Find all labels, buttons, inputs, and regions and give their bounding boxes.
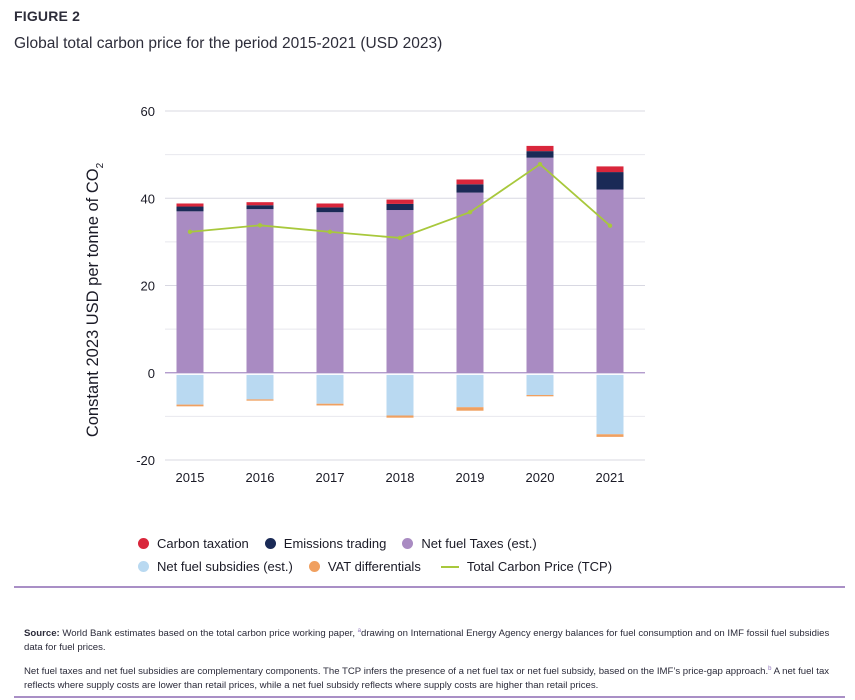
legend-label: Carbon taxation [157, 536, 249, 551]
x-tick-label-2020: 2020 [526, 470, 555, 485]
y-tick-label: 60 [141, 104, 155, 119]
bar-net-fuel-subsidies-est-2020 [526, 374, 554, 395]
tcp-point-2017 [327, 229, 333, 235]
bar-net-fuel-taxes-est-2015 [176, 211, 204, 373]
legend-label: Net fuel Taxes (est.) [421, 536, 537, 551]
tcp-point-2015 [187, 229, 193, 235]
method-note: Net fuel taxes and net fuel subsidies ar… [24, 662, 832, 693]
source-text-1: World Bank estimates based on the total … [59, 628, 358, 640]
source-note: Source: World Bank estimates based on th… [24, 624, 832, 655]
legend-item-emissions-trading: Emissions trading [264, 536, 387, 551]
x-tick-label-2021: 2021 [596, 470, 625, 485]
bar-emissions-trading-2016 [246, 205, 274, 210]
divider-bottom [14, 696, 845, 698]
legend-dot-swatch [264, 538, 276, 549]
x-axis-ticks: 2015 2016 2017 2018 2019 2020 2021 [176, 470, 625, 485]
x-tick-label-2015: 2015 [176, 470, 205, 485]
legend-item-net-fuel-subsidies-est: Net fuel subsidies (est.) [138, 559, 293, 574]
source-ref-a: a [357, 628, 362, 634]
y-tick-label: 0 [148, 366, 155, 381]
bar-carbon-taxation-2017 [316, 203, 344, 208]
tcp-point-2021 [607, 223, 613, 228]
bar-net-fuel-subsidies-est-2018 [386, 374, 414, 416]
x-tick-label-2017: 2017 [316, 470, 345, 485]
bar-emissions-trading-2015 [176, 206, 204, 212]
y-tick-label: -20 [136, 453, 155, 468]
bar-vat-differentials-2020 [526, 394, 554, 397]
bar-carbon-taxation-2021 [596, 166, 624, 173]
legend-item-net-fuel-taxes-est: Net fuel Taxes (est.) [402, 536, 537, 551]
source-text-2: drawing on International Energy Agency e… [24, 628, 830, 654]
bar-vat-differentials-2016 [246, 399, 274, 401]
bar-carbon-taxation-2018 [386, 199, 414, 204]
bar-vat-differentials-2021 [596, 434, 624, 437]
bar-net-fuel-taxes-est-2019 [456, 192, 484, 373]
tcp-point-2016 [257, 223, 263, 228]
bar-net-fuel-taxes-est-2017 [316, 212, 344, 373]
bar-vat-differentials-2015 [176, 404, 204, 407]
tcp-point-2019 [467, 210, 473, 215]
legend-dot-swatch [308, 561, 320, 572]
source-label: Source: [24, 628, 60, 640]
bar-emissions-trading-2017 [316, 207, 344, 213]
bar-vat-differentials-2017 [316, 403, 344, 406]
legend-label: VAT differentials [327, 559, 421, 574]
legend-label: Total Carbon Price (TCP) [466, 559, 613, 574]
bar-net-fuel-taxes-est-2016 [246, 209, 274, 373]
legend-row-1: Carbon taxation Emissions trading Net fuel… [138, 536, 553, 551]
tcp-line-series [187, 162, 613, 241]
bar-net-fuel-subsidies-est-2015 [176, 374, 204, 405]
divider-top [14, 586, 845, 588]
bar-carbon-taxation-2016 [246, 202, 274, 206]
bar-carbon-taxation-2015 [176, 203, 204, 207]
figure-label: FIGURE 2 [14, 8, 81, 24]
note-text-2: A net fuel tax reflects where supply cos… [24, 666, 830, 692]
note-ref-b: b [768, 666, 772, 672]
note-text-1: Net fuel taxes and net fuel subsidies ar… [24, 666, 769, 678]
y-tick-label: 40 [141, 191, 155, 206]
legend-dot-swatch [402, 538, 414, 549]
y-axis-ticks: -20 0 20 40 60 [136, 104, 155, 468]
bar-emissions-trading-2020 [526, 151, 554, 158]
bar-net-fuel-subsidies-est-2016 [246, 374, 274, 400]
y-axis-label: Constant 2023 USD per tonne of CO2 [84, 162, 106, 437]
legend-label: Emissions trading [283, 536, 387, 551]
legend-label: Net fuel subsidies (est.) [157, 559, 293, 574]
bar-carbon-taxation-2019 [456, 179, 484, 185]
bar-vat-differentials-2018 [386, 415, 414, 418]
x-tick-label-2018: 2018 [386, 470, 415, 485]
y-axis-label-subscript: 2 [95, 162, 106, 168]
tcp-point-2018 [397, 235, 403, 241]
legend-line-swatch [440, 565, 459, 568]
bar-net-fuel-subsidies-est-2017 [316, 374, 344, 404]
figure-title: Global total carbon price for the period… [14, 35, 443, 52]
bar-vat-differentials-2019 [456, 407, 484, 411]
bar-net-fuel-taxes-est-2021 [596, 189, 624, 373]
legend-item-total-carbon-price-tcp: Total Carbon Price (TCP) [437, 559, 612, 574]
bar-emissions-trading-2019 [456, 184, 484, 193]
tcp-point-2020 [537, 162, 543, 167]
x-tick-label-2019: 2019 [456, 470, 485, 485]
bar-net-fuel-subsidies-est-2019 [456, 374, 484, 408]
legend-dot-swatch [138, 561, 149, 572]
legend-row-2: Net fuel subsidies (est.) VAT differentia… [138, 559, 628, 574]
legend-item-carbon-taxation: Carbon taxation [138, 536, 249, 551]
x-tick-label-2016: 2016 [246, 470, 275, 485]
legend-dot-swatch [138, 538, 149, 549]
bar-emissions-trading-2018 [386, 203, 414, 211]
y-axis-label-main: Constant 2023 USD per tonne of CO [84, 168, 102, 437]
bar-net-fuel-subsidies-est-2021 [596, 374, 624, 435]
legend-item-vat-differentials: VAT differentials [308, 559, 421, 574]
bar-carbon-taxation-2020 [526, 145, 554, 152]
bar-emissions-trading-2021 [596, 172, 624, 190]
y-tick-label: 20 [141, 279, 155, 294]
bar-net-fuel-taxes-est-2020 [526, 157, 554, 373]
bar-series [176, 145, 624, 437]
